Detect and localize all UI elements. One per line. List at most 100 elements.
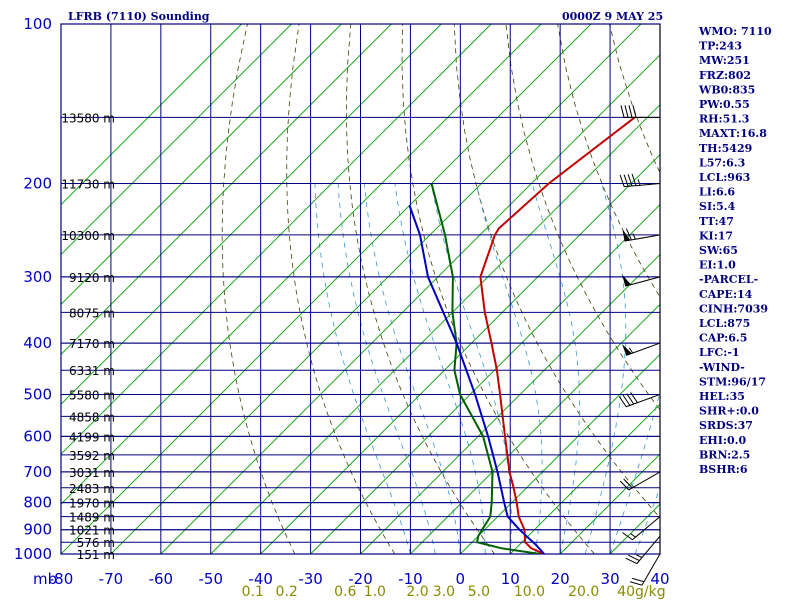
- sounding-index-text: SW:65: [699, 244, 738, 257]
- wind-barb-staff: [626, 342, 661, 356]
- skewed-isotherm-line: [61, 24, 292, 256]
- pressure-unit-label: mb: [33, 570, 57, 588]
- height-label: 5580 m: [69, 388, 115, 402]
- mixing-ratio-label: 0.2: [276, 584, 298, 600]
- wind-barb-flag: [628, 105, 633, 118]
- skewed-isotherm-line: [310, 203, 660, 554]
- wind-barb-staff: [641, 553, 661, 586]
- moist-adiabat-line: [394, 183, 486, 554]
- temperature-tick-label: -40: [248, 570, 273, 588]
- wind-barb-flag: [622, 532, 633, 541]
- mixing-ratio-label: 3.0: [433, 584, 455, 600]
- skewed-isotherm-line: [61, 24, 592, 554]
- wind-barb-flag: [632, 105, 637, 118]
- sounding-index-text: TT:47: [699, 215, 734, 228]
- dry-adiabat-line: [765, 24, 800, 554]
- pressure-tick-label: 500: [23, 385, 52, 403]
- wind-barb-staff: [628, 471, 661, 491]
- wind-barbs: [618, 24, 661, 586]
- wind-barb-staff: [632, 516, 661, 541]
- temperature-tick-label: -20: [348, 570, 373, 588]
- wind-barb-flag: [619, 480, 630, 491]
- height-label: 3031 m: [69, 466, 115, 480]
- skewed-isotherm-line: [210, 104, 660, 554]
- wind-barb-half-flag: [630, 533, 636, 538]
- skewed-isotherm-lines: [61, 24, 660, 554]
- pressure-tick-label: 900: [23, 521, 52, 539]
- temperature-tick-label: 40: [650, 570, 669, 588]
- temperature-tick-label: 20: [551, 570, 570, 588]
- wind-barb-flag: [626, 393, 635, 405]
- wind-barb: [619, 471, 661, 491]
- sounding-index-text: -WIND-: [699, 361, 745, 374]
- temperature-tick-label: 10: [501, 570, 520, 588]
- height-labels: 13580 m 11730 m 10300 m 9120 m 8075 m 7170 m 6…: [61, 111, 115, 562]
- sounding-index-text: FRZ:802: [699, 69, 751, 82]
- pressure-tick-label: 200: [23, 175, 52, 193]
- height-label: 2483 m: [69, 482, 115, 496]
- wind-barb-flag: [631, 577, 645, 583]
- skewed-isotherm-line: [360, 253, 660, 554]
- skewed-isotherm-line: [61, 24, 542, 505]
- wind-barb-pennant: [622, 344, 632, 356]
- height-label: 4199 m: [69, 430, 115, 444]
- mixing-ratio-label: 40g/kg: [617, 584, 665, 600]
- wind-barb: [620, 105, 660, 118]
- moist-adiabat-line: [584, 183, 627, 554]
- temperature-tick-label: -10: [398, 570, 423, 588]
- mixing-ratio-label: 10.0: [514, 584, 545, 600]
- height-label: 576 m: [77, 536, 115, 550]
- wind-barb-pennant: [622, 229, 631, 242]
- skewed-isotherm-line: [160, 54, 660, 554]
- wind-barb: [622, 228, 661, 242]
- dewpoint-profile-line: [430, 183, 541, 554]
- height-label: 9120 m: [69, 271, 115, 285]
- sounding-index-text: CAPE:14: [699, 288, 753, 301]
- mixing-ratio-label: 0.6: [334, 584, 356, 600]
- wind-barb-staff: [624, 183, 661, 188]
- wind-barb-flag: [630, 392, 638, 403]
- sounding-index-text: STM:96/17: [699, 375, 766, 388]
- wind-barb: [625, 535, 661, 565]
- sounding-index-text: BRN:2.5: [699, 448, 750, 461]
- height-label: 6331 m: [69, 364, 115, 378]
- mixing-ratio-label: 20.0: [568, 584, 599, 600]
- wind-barb-staff: [626, 393, 661, 408]
- dry-adiabat-line: [221, 24, 296, 554]
- pressure-tick-label: 400: [23, 334, 52, 352]
- sounding-index-text: RH:51.3: [699, 113, 749, 126]
- sounding-profiles: [408, 116, 636, 554]
- wind-barb-flag: [627, 174, 633, 187]
- wind-barb-flag: [625, 557, 638, 565]
- sounding-index-text: WB0:835: [698, 83, 755, 96]
- mixing-ratio-label: 5.0: [468, 584, 490, 600]
- height-label: 1970 m: [69, 497, 115, 511]
- wind-barb-flag: [619, 174, 625, 187]
- sounding-index-text: KI:17: [699, 229, 733, 242]
- sounding-index-text: CAP:6.5: [699, 332, 747, 345]
- wind-barb-staff: [624, 234, 661, 242]
- wind-barb-flag: [628, 554, 640, 562]
- moist-adiabat-line: [609, 390, 660, 554]
- wind-barb-flag: [624, 105, 629, 118]
- sounding-index-text: EI:1.0: [699, 259, 736, 272]
- sounding-index-text: SRDS:37: [699, 419, 753, 432]
- wind-barb-flag: [625, 228, 632, 241]
- wind-barb-flag: [620, 105, 625, 118]
- sounding-index-text: L57:6.3: [699, 156, 745, 169]
- wind-barb: [622, 342, 661, 356]
- wind-barb-staff: [636, 535, 661, 564]
- skewed-isotherm-line: [509, 403, 660, 554]
- height-label: 13580 m: [61, 111, 115, 125]
- sounding-index-text: MAXT:16.8: [699, 127, 767, 140]
- pressure-tick-label: 600: [23, 427, 52, 445]
- skewed-isotherm-line: [559, 453, 660, 554]
- skewed-isotherm-line: [110, 24, 642, 554]
- sounding-index-text: CINH:7039: [699, 302, 768, 315]
- skewed-isotherm-line: [61, 24, 342, 306]
- skewed-isotherm-line: [460, 353, 660, 554]
- temperature-tick-label: -80: [49, 570, 74, 588]
- pressure-tick-label: 100: [23, 15, 52, 33]
